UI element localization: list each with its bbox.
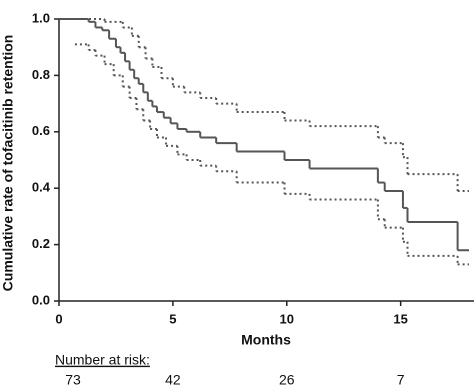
y-axis-title: Cumulative rate of tofacitinib retention	[0, 35, 16, 292]
y-tick-label: 0.2	[32, 236, 50, 251]
risk-count: 73	[65, 372, 81, 388]
risk-count: 42	[165, 372, 181, 388]
risk-count: 7	[397, 372, 405, 388]
risk-count: 26	[279, 372, 295, 388]
y-tick-label: 1.0	[32, 10, 50, 25]
x-tick-label: 10	[280, 311, 294, 326]
x-tick-label: 0	[55, 311, 62, 326]
x-tick-label: 5	[169, 311, 176, 326]
y-tick-label: 0.8	[32, 67, 50, 82]
risk-table-title: Number at risk:	[55, 352, 150, 368]
x-axis-title: Months	[241, 332, 291, 348]
y-tick-label: 0.6	[32, 123, 50, 138]
y-tick-label: 0.4	[32, 180, 51, 195]
y-tick-label: 0.0	[32, 292, 50, 307]
x-tick-label: 15	[393, 311, 407, 326]
